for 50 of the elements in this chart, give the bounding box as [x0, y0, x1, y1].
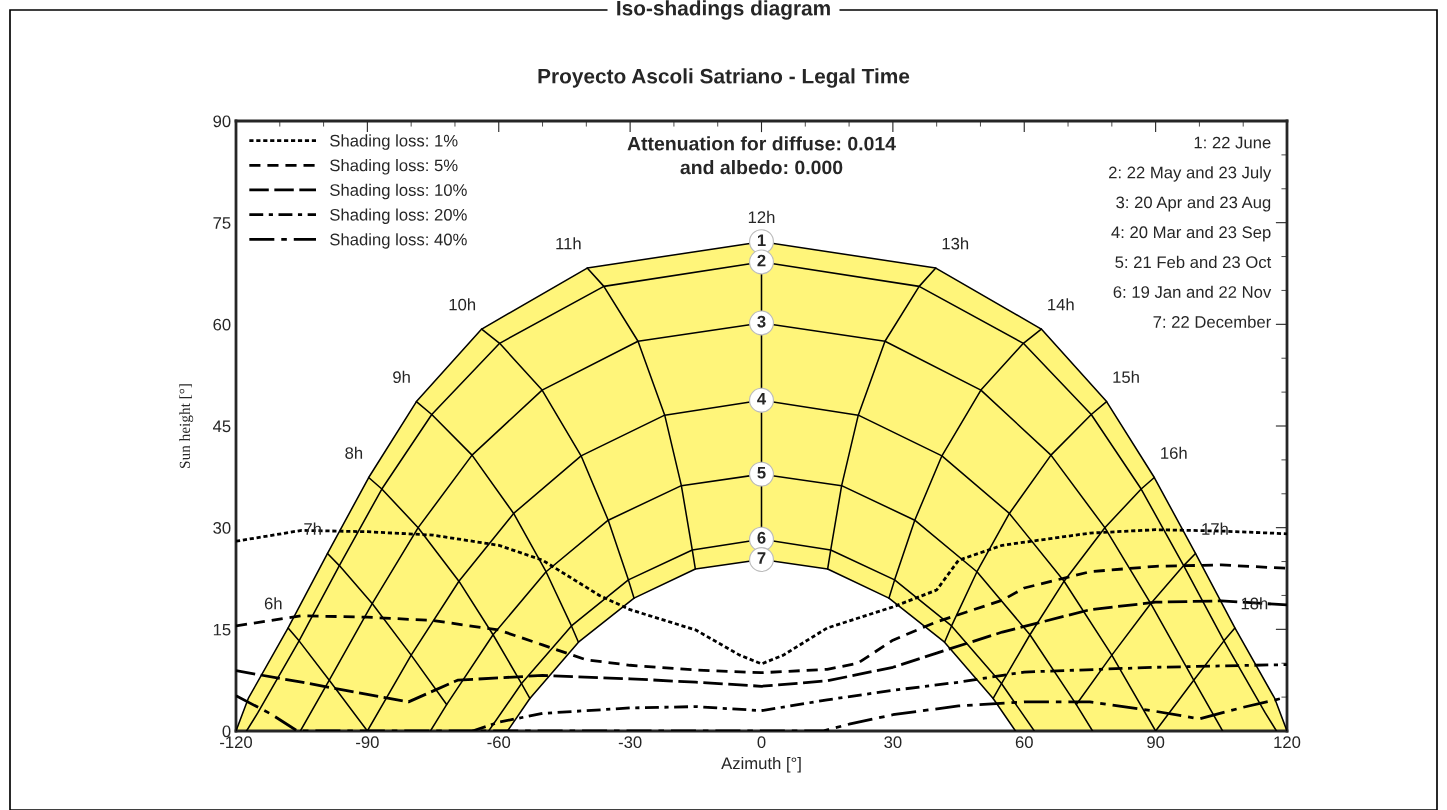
annotation: 4: 20 Mar and 23 Sep — [1111, 225, 1271, 242]
annotation: 5 — [757, 466, 766, 479]
annotation: 2 — [757, 254, 766, 267]
annotation: 10h — [449, 298, 476, 311]
y-axis-title: Sun height [°] — [179, 384, 194, 468]
chart-title: Iso-shadings diagram — [617, 0, 830, 20]
x-tick-label: 60 — [1015, 736, 1033, 749]
legend-label: Shading loss: 5% — [330, 159, 458, 175]
x-tick-label: 30 — [884, 736, 902, 749]
chart-subtitle: Proyecto Ascoli Satriano - Legal Time — [538, 68, 910, 88]
annotation: 3: 20 Apr and 23 Aug — [1116, 196, 1271, 212]
y-tick-label: 15 — [213, 623, 231, 636]
annotation: 3 — [757, 315, 766, 328]
annotation: 15h — [1113, 370, 1139, 384]
annotation: Attenuation for diffuse: 0.014 and albedo: 0.000 — [627, 136, 896, 175]
x-tick-label: -90 — [356, 736, 379, 749]
y-tick-label: 90 — [213, 115, 231, 128]
x-tick-label: 90 — [1147, 736, 1165, 749]
annotation: 1 — [757, 234, 766, 246]
x-axis-title: Azimuth [°] — [721, 756, 801, 773]
annotation: 6: 19 Jan and 22 Nov — [1113, 285, 1272, 298]
x-tick-label: -30 — [618, 736, 642, 749]
annotation: 2: 22 May and 23 July — [1109, 166, 1272, 182]
annotation: 7: 22 December — [1153, 315, 1271, 328]
legend-label: Shading loss: 1% — [330, 134, 458, 150]
legend-label: Shading loss: 10% — [330, 183, 467, 200]
y-tick-label: 0 — [222, 725, 231, 738]
annotation: 14h — [1048, 298, 1074, 311]
annotation: 9h — [393, 370, 410, 384]
annotation: 11h — [556, 237, 581, 250]
annotation: 12h — [748, 210, 775, 223]
x-tick-label: 0 — [757, 736, 766, 749]
y-tick-label: 45 — [212, 420, 231, 433]
legend-label: Shading loss: 20% — [330, 208, 467, 224]
annotation: 16h — [1161, 446, 1187, 459]
annotation: 7 — [757, 552, 766, 564]
y-tick-label: 75 — [213, 217, 231, 229]
y-tick-label: 60 — [213, 318, 231, 331]
annotation: 6h — [264, 597, 282, 610]
y-tick-label: 30 — [213, 522, 231, 534]
annotation: 6 — [757, 531, 766, 544]
x-tick-label: 120 — [1274, 736, 1301, 749]
annotation: 13h — [942, 237, 969, 250]
legend-label: Shading loss: 40% — [330, 233, 467, 249]
x-tick-label: -60 — [487, 736, 511, 749]
x-tick-label: -120 — [220, 736, 253, 749]
annotation: 1: 22 June — [1194, 136, 1271, 149]
annotation: 5: 21 Feb and 23 Oct — [1115, 255, 1272, 269]
annotation: 8h — [345, 446, 363, 459]
annotation: 4 — [757, 393, 767, 405]
